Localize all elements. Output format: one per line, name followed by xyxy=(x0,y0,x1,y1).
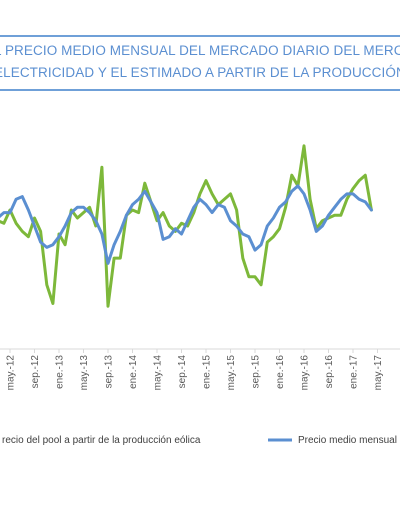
legend-label-average-price: Precio medio mensual xyxy=(298,435,397,446)
chart-title-line-1: L PRECIO MEDIO MENSUAL DEL MERCADO DIARI… xyxy=(0,43,400,58)
x-tick-label: sep.-16 xyxy=(324,355,335,389)
legend: recio del pool a partir de la producción… xyxy=(2,435,397,446)
x-tick-label: ene.-14 xyxy=(128,355,139,389)
chart-title-box: L PRECIO MEDIO MENSUAL DEL MERCADO DIARI… xyxy=(0,35,400,91)
x-tick-label: may.-13 xyxy=(79,355,90,391)
x-tick-label: may.-15 xyxy=(226,355,237,391)
x-tick-label: sep.-12 xyxy=(30,355,41,389)
x-axis-ticks: may.-12 sep.-12 ene.-13 may.-13 sep.-13 ene.-… xyxy=(6,349,400,390)
series-line-average-price xyxy=(0,184,373,265)
x-tick-label: ene.-17 xyxy=(349,355,360,389)
x-tick-label: sep.-14 xyxy=(177,355,188,389)
x-tick-label: sep.-15 xyxy=(251,355,262,389)
x-tick-label: ene.-16 xyxy=(275,355,286,389)
x-tick-label: ene.-15 xyxy=(202,355,213,389)
x-tick-label: may.-12 xyxy=(6,355,17,391)
chart-title-line-2: ELECTRICIDAD Y EL ESTIMADO A PARTIR DE L… xyxy=(0,65,400,80)
legend-label-wind-price: recio del pool a partir de la producción… xyxy=(2,435,201,446)
x-tick-label: sep.-13 xyxy=(104,355,115,389)
x-tick-label: may.-16 xyxy=(300,355,311,391)
x-tick-label: may.-14 xyxy=(153,355,164,391)
x-tick-label: may.-17 xyxy=(373,355,384,391)
x-tick-label: sep xyxy=(398,355,400,372)
plot-area xyxy=(0,144,373,308)
x-tick-label: ene.-13 xyxy=(55,355,66,389)
